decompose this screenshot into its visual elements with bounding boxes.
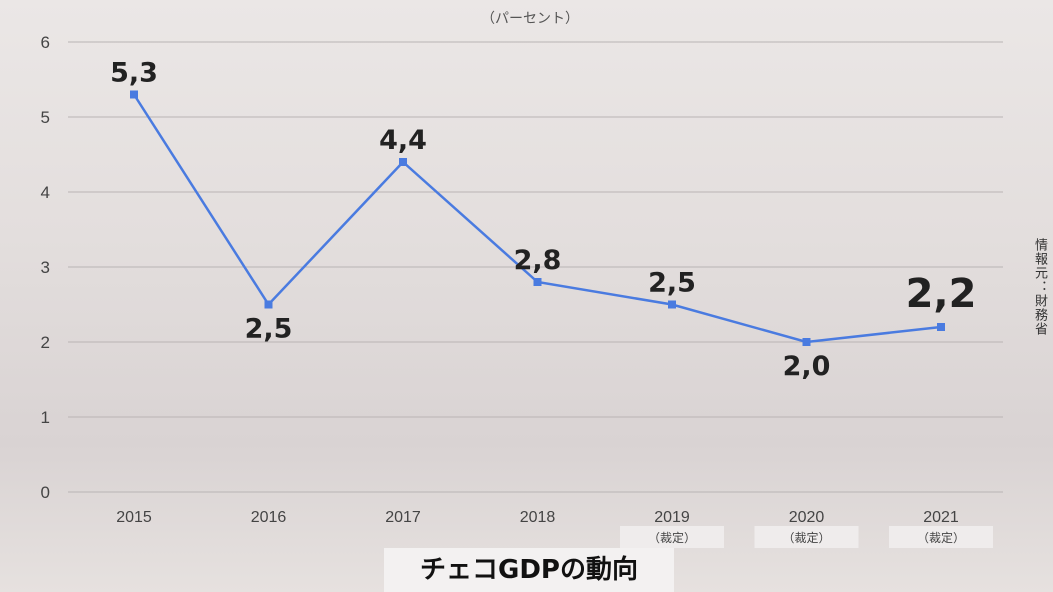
series-line xyxy=(132,93,942,344)
x-tick-note: （裁定） xyxy=(917,530,965,545)
source-note: 情報元：財務省 xyxy=(1032,238,1047,336)
x-tick-label: 2020 xyxy=(789,509,825,526)
y-tick-label: 2 xyxy=(41,333,50,352)
data-label: 2,5 xyxy=(648,268,696,299)
unit-label: （パーセント） xyxy=(481,11,579,27)
data-label: 2,0 xyxy=(783,351,831,382)
data-points xyxy=(130,90,945,346)
grid-lines xyxy=(68,41,1003,493)
data-label: 2,5 xyxy=(245,314,293,345)
data-label: 2,8 xyxy=(514,245,562,276)
y-tick-label: 4 xyxy=(41,183,50,202)
data-point xyxy=(802,338,811,346)
x-tick-label: 2015 xyxy=(116,509,152,526)
data-label: 4,4 xyxy=(379,125,427,156)
data-point xyxy=(264,300,273,309)
data-labels: 5,3 2,5 4,4 2,8 2,5 2,0 2,2 xyxy=(110,58,976,383)
y-tick-label: 6 xyxy=(41,33,50,52)
data-point xyxy=(937,323,945,331)
y-tick-label: 1 xyxy=(41,408,50,427)
data-point xyxy=(399,158,407,166)
x-tick-label: 2019 xyxy=(654,509,690,526)
data-label: 2,2 xyxy=(906,271,977,317)
data-label: 5,3 xyxy=(110,58,158,89)
y-axis-ticks: 0 1 2 3 4 5 6 xyxy=(41,33,50,502)
y-tick-label: 0 xyxy=(41,483,50,502)
x-tick-note: （裁定） xyxy=(648,530,696,545)
y-tick-label: 3 xyxy=(41,258,50,277)
x-tick-label: 2021 xyxy=(923,509,959,526)
x-note-box xyxy=(754,526,859,548)
x-tick-label: 2016 xyxy=(251,509,287,526)
x-tick-note: （裁定） xyxy=(782,530,830,545)
y-tick-label: 5 xyxy=(41,108,50,127)
x-axis-ticks: 2015 2016 2017 2018 2019 （裁定） 2020 （裁定） 2021 （裁定） xyxy=(116,509,993,548)
data-point xyxy=(668,300,676,309)
x-note-box xyxy=(889,526,993,548)
x-tick-label: 2018 xyxy=(520,509,556,526)
x-tick-label: 2017 xyxy=(385,509,421,526)
data-point xyxy=(533,278,542,286)
chart-title: チェコGDPの動向 xyxy=(420,555,638,585)
x-note-box xyxy=(620,526,724,548)
data-point xyxy=(130,90,138,99)
chart-title-box: チェコGDPの動向 xyxy=(384,548,674,592)
